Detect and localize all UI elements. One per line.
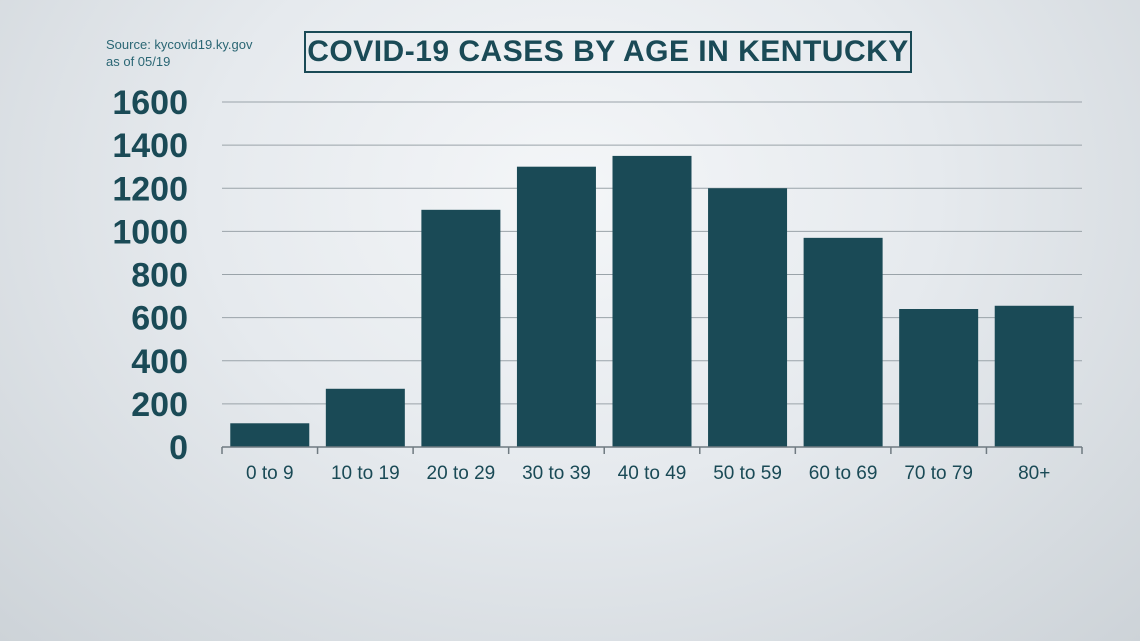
bar xyxy=(325,388,405,447)
x-tick-label: 30 to 39 xyxy=(522,463,591,484)
y-tick-label: 600 xyxy=(131,300,188,338)
y-tick-label: 200 xyxy=(131,386,188,424)
y-tick-label: 1000 xyxy=(112,213,188,251)
x-tick-label: 0 to 9 xyxy=(246,463,294,484)
chart-title-box: COVID-19 CASES BY AGE IN KENTUCKY xyxy=(304,31,912,73)
x-tick-label: 20 to 29 xyxy=(427,463,496,484)
x-tick-label: 70 to 79 xyxy=(904,463,973,484)
x-tick-label: 10 to 19 xyxy=(331,463,400,484)
y-tick-label: 800 xyxy=(131,257,188,295)
date-line: as of 05/19 xyxy=(106,54,171,69)
x-tick-label: 60 to 69 xyxy=(809,463,878,484)
bar xyxy=(803,237,883,447)
x-tick-label: 50 to 59 xyxy=(713,463,782,484)
bar xyxy=(899,309,979,447)
y-tick-label: 0 xyxy=(169,429,188,467)
source-line: Source: kycovid19.ky.gov xyxy=(106,37,253,52)
source-note: Source: kycovid19.ky.gov as of 05/19 xyxy=(106,36,252,70)
y-tick-label: 1400 xyxy=(112,127,188,165)
bar xyxy=(421,209,501,447)
bar xyxy=(516,166,596,447)
y-tick-label: 1200 xyxy=(112,170,188,208)
y-tick-label: 1600 xyxy=(112,84,188,122)
bar xyxy=(994,305,1074,447)
bar xyxy=(230,423,310,447)
bar xyxy=(612,155,692,447)
y-tick-label: 400 xyxy=(131,343,188,381)
bar xyxy=(708,188,788,447)
chart-title: COVID-19 CASES BY AGE IN KENTUCKY xyxy=(307,35,909,68)
x-tick-label: 80+ xyxy=(1018,463,1050,484)
x-tick-label: 40 to 49 xyxy=(618,463,687,484)
